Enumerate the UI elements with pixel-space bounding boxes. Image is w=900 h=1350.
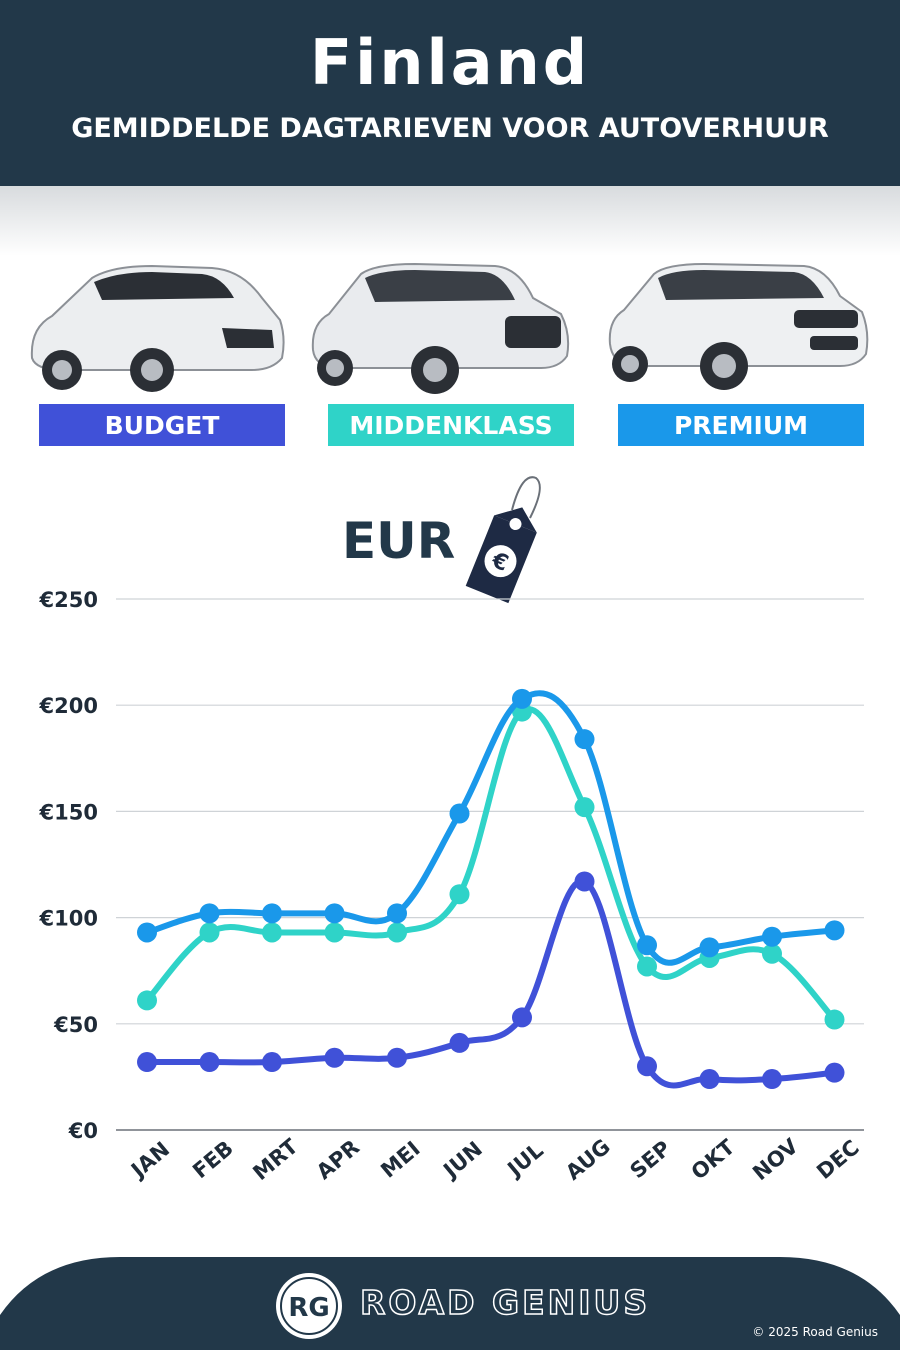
data-point-budget [199,1052,220,1073]
premium-car-image [608,262,869,390]
data-point-budget [574,871,595,892]
header-banner: Finland GEMIDDELDE DAGTARIEVEN VOOR AUTO… [0,0,900,186]
brand-name: ROAD GENIUS [359,1282,651,1323]
data-point-middenklass [387,922,407,943]
data-point-budget [824,1062,845,1083]
y-tick-label: €0 [68,1119,98,1143]
x-tick-label: JUL [502,1138,548,1182]
data-point-middenklass [762,943,782,964]
currency-label: EUR [342,512,456,570]
copyright-text: © 2025 Road Genius [752,1325,878,1339]
footer-banner [0,1257,900,1350]
budget-badge: BUDGET [39,404,285,446]
y-tick-label: €250 [39,588,98,612]
data-point-budget [762,1069,782,1090]
data-point-budget [387,1047,407,1068]
data-point-budget [262,1052,282,1073]
euro-price-tag-icon: € [465,476,541,604]
data-point-middenklass [637,956,657,977]
data-point-middenklass [137,990,157,1011]
x-tick-label: SEP [626,1136,676,1183]
data-point-premium [512,688,532,709]
data-point-premium [762,926,782,947]
data-point-premium [824,920,845,941]
data-point-premium [262,903,282,924]
x-tick-label: APR [312,1135,364,1184]
page-subtitle: GEMIDDELDE DAGTARIEVEN VOOR AUTOVERHUUR [71,113,829,144]
x-tick-label: MRT [248,1134,303,1185]
x-tick-label: FEB [188,1136,238,1183]
data-point-middenklass [324,922,345,943]
logo-text: RG [288,1293,329,1323]
page-title: Finland [309,26,591,99]
middenklass-badge: MIDDENKLASS [328,404,574,446]
data-point-middenklass [824,1009,845,1030]
data-point-premium [637,935,657,956]
x-tick-label: JUN [437,1137,486,1184]
x-tick-label: MEI [376,1137,424,1183]
x-tick-label: JAN [125,1137,174,1183]
data-point-middenklass [262,922,282,943]
header-fade [0,186,900,256]
series-line-premium [144,690,838,966]
y-tick-label: €50 [53,1013,98,1037]
data-point-budget [449,1032,470,1053]
budget-car-image [30,264,285,392]
road-genius-logo-icon: RG [276,1273,342,1339]
data-point-budget [637,1056,657,1077]
y-tick-label: €100 [39,907,98,931]
series-line-middenklass [144,706,838,1023]
data-point-budget [699,1069,720,1090]
premium-badge: PREMIUM [618,404,864,446]
data-point-premium [387,903,407,924]
data-point-budget [512,1007,532,1028]
data-point-middenklass [449,884,470,905]
middenklass-car-image [311,262,570,394]
y-tick-label: €200 [39,694,98,718]
data-point-premium [574,729,595,750]
data-point-budget [324,1047,345,1068]
price-line-chart: €0 €50 €100 €150 €200 €250 JAN FEB MRT APR MEI JUN J… [39,588,864,1186]
data-point-budget [137,1052,157,1073]
data-point-premium [137,922,157,943]
data-point-premium [449,803,470,824]
data-point-premium [324,903,345,924]
data-point-premium [199,903,220,924]
x-tick-label: AUG [561,1134,615,1184]
y-tick-label: €150 [39,800,98,824]
data-point-premium [699,937,720,958]
x-tick-label: NOV [748,1134,803,1186]
data-point-middenklass [199,922,220,943]
data-point-middenklass [574,797,595,818]
x-tick-label: DEC [812,1135,864,1184]
x-tick-label: OKT [687,1134,740,1184]
